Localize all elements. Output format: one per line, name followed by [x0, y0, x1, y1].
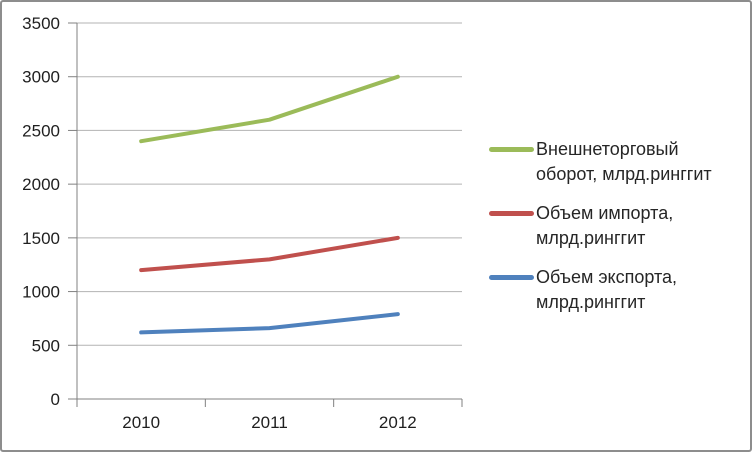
legend-swatch-turnover: [489, 147, 534, 152]
y-tick-label: 2000: [22, 175, 60, 194]
y-tick-label: 500: [32, 336, 60, 355]
y-tick-label: 3500: [22, 14, 60, 33]
legend-label-import: Объем импорта, млрд.ринггит: [536, 203, 674, 248]
y-tick-label: 3000: [22, 68, 60, 87]
y-tick-label: 1000: [22, 283, 60, 302]
legend-item-import[interactable]: Объем импорта, млрд.ринггит: [489, 201, 736, 251]
series-line-2[interactable]: [139, 312, 400, 335]
legend-swatch-import: [489, 211, 534, 216]
legend-item-turnover[interactable]: Внешнеторговый оборот, млрд.ринггит: [489, 137, 736, 187]
y-tick-label: 2500: [22, 121, 60, 140]
legend-label-export: Объем экспорта, млрд.ринггит: [536, 267, 678, 312]
y-tick-label: 1500: [22, 229, 60, 248]
x-axis-label: 2011: [251, 413, 288, 432]
y-tick-label: 0: [51, 390, 60, 409]
x-axis-label: 2010: [122, 413, 160, 432]
legend-item-export[interactable]: Объем экспорта, млрд.ринггит: [489, 265, 736, 315]
legend-swatch-export: [489, 275, 534, 280]
series-line-0[interactable]: [139, 74, 400, 144]
x-axis-label: 2012: [379, 413, 417, 432]
legend-label-turnover: Внешнеторговый оборот, млрд.ринггит: [536, 139, 712, 184]
series-line-1[interactable]: [139, 235, 400, 273]
chart-legend: Внешнеторговый оборот, млрд.ринггит Объе…: [489, 137, 736, 315]
